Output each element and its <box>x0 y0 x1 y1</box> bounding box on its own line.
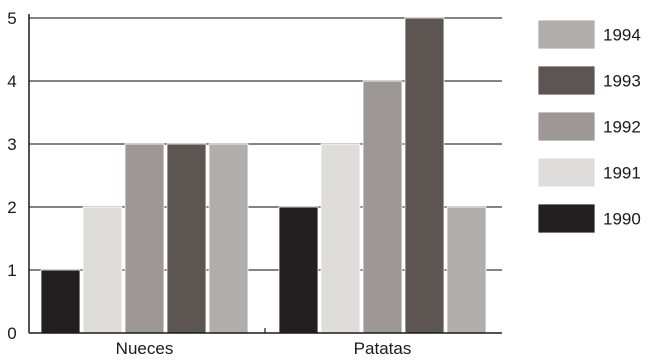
legend-label-1993: 1993 <box>603 72 641 91</box>
legend: 1994 1993 1992 1991 1990 <box>537 19 641 234</box>
x-category-label: Patatas <box>354 339 412 358</box>
legend-swatch-1993 <box>537 65 596 96</box>
y-tick-label: 5 <box>7 9 16 28</box>
legend-swatch-1992 <box>537 111 596 142</box>
y-tick-label: 1 <box>7 261 16 280</box>
legend-swatch-1990 <box>537 203 596 234</box>
x-category-label: Nueces <box>116 339 174 358</box>
bar-patatas-1992 <box>362 80 403 334</box>
bar-nueces-1993 <box>166 143 207 334</box>
legend-label-1991: 1991 <box>603 164 641 183</box>
bar-patatas-1994 <box>446 206 487 334</box>
legend-label-1994: 1994 <box>603 26 641 45</box>
y-tick-label: 0 <box>7 324 16 343</box>
legend-label-1992: 1992 <box>603 118 641 137</box>
axes <box>28 14 502 334</box>
y-tick-label: 2 <box>7 198 16 217</box>
y-tick-label: 3 <box>7 135 16 154</box>
legend-label-1990: 1990 <box>603 210 641 229</box>
y-tick-labels: 0 1 2 3 4 5 <box>7 9 16 343</box>
bar-patatas-1993 <box>404 17 445 334</box>
bar-patatas-1991 <box>320 143 361 334</box>
y-tick-label: 4 <box>7 72 16 91</box>
legend-swatch-1991 <box>537 157 596 188</box>
bar-nueces-1991 <box>82 206 123 334</box>
bars <box>40 17 487 334</box>
legend-swatch-1994 <box>537 19 596 50</box>
x-category-labels: Nueces Patatas <box>116 339 412 358</box>
bar-patatas-1990 <box>278 206 319 334</box>
bar-nueces-1994 <box>208 143 249 334</box>
bar-nueces-1990 <box>40 269 81 334</box>
bar-nueces-1992 <box>124 143 165 334</box>
